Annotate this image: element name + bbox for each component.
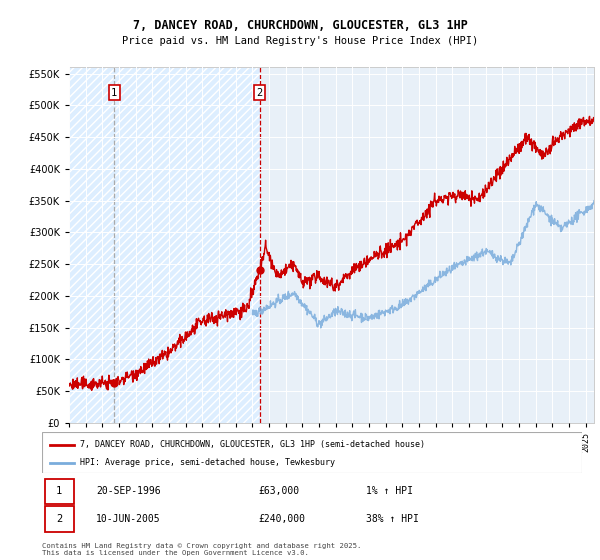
Bar (69, 67, 260, 423)
Text: 7, DANCEY ROAD, CHURCHDOWN, GLOUCESTER, GL3 1HP: 7, DANCEY ROAD, CHURCHDOWN, GLOUCESTER, … (133, 18, 467, 32)
Text: 10-JUN-2005: 10-JUN-2005 (96, 514, 161, 524)
Text: Contains HM Land Registry data © Crown copyright and database right 2025.
This d: Contains HM Land Registry data © Crown c… (42, 543, 361, 556)
Text: £240,000: £240,000 (258, 514, 305, 524)
Text: 1: 1 (111, 87, 118, 97)
Text: 1: 1 (56, 487, 62, 497)
Text: 20-SEP-1996: 20-SEP-1996 (96, 487, 161, 497)
Bar (45, 479, 74, 505)
Bar (45, 506, 74, 532)
Text: 2: 2 (56, 514, 62, 524)
Text: HPI: Average price, semi-detached house, Tewkesbury: HPI: Average price, semi-detached house,… (80, 459, 335, 468)
Text: 1% ↑ HPI: 1% ↑ HPI (366, 487, 413, 497)
Text: 7, DANCEY ROAD, CHURCHDOWN, GLOUCESTER, GL3 1HP (semi-detached house): 7, DANCEY ROAD, CHURCHDOWN, GLOUCESTER, … (80, 440, 425, 449)
Text: £63,000: £63,000 (258, 487, 299, 497)
Text: 2: 2 (257, 87, 263, 97)
Text: Price paid vs. HM Land Registry's House Price Index (HPI): Price paid vs. HM Land Registry's House … (122, 36, 478, 46)
Text: 38% ↑ HPI: 38% ↑ HPI (366, 514, 419, 524)
